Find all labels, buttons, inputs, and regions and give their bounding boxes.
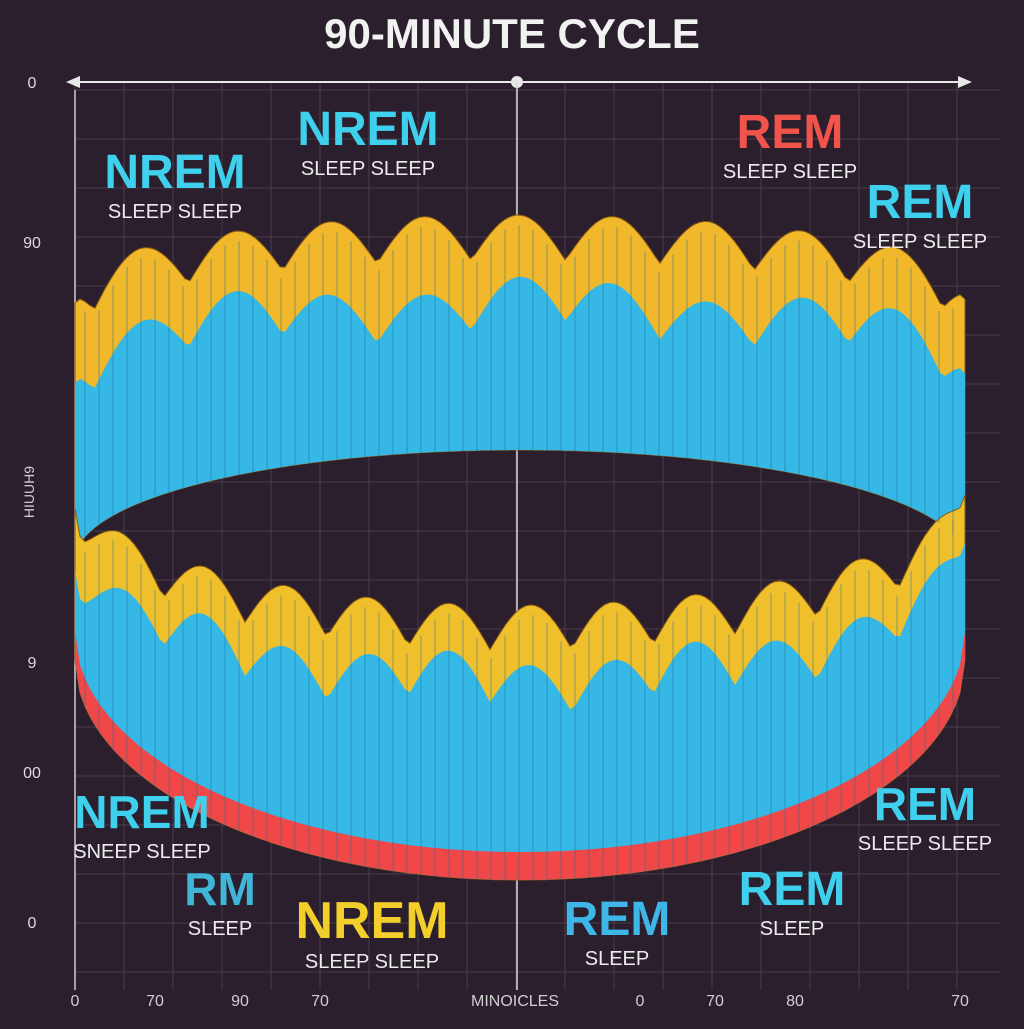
bottom-axis-label: 70 <box>706 993 724 1010</box>
arrow <box>66 76 80 88</box>
label-heading: NREM <box>297 103 438 156</box>
label-heading: REM <box>737 106 844 159</box>
title: 90-MINUTE CYCLE <box>324 10 700 57</box>
bottom-axis-label: MINOICLES <box>471 993 559 1010</box>
left-axis-label: 0 <box>28 75 37 92</box>
label-sub: SLEEP SLEEP <box>305 951 439 973</box>
label-sub: SLEEP SLEEP <box>723 161 857 183</box>
label-heading: REM <box>874 778 976 830</box>
bottom-axis-label: 70 <box>311 993 329 1010</box>
bottom-axis-label: 90 <box>231 993 249 1010</box>
label-heading: REM <box>867 176 974 229</box>
label-sub: SLEEP <box>188 918 252 940</box>
bottom-axis-label: 0 <box>71 993 80 1010</box>
ring <box>74 214 966 881</box>
label-heading: REM <box>739 863 846 916</box>
bottom-axis-label: 70 <box>146 993 164 1010</box>
label-heading: REM <box>564 893 671 946</box>
label-sub: SLEEP SLEEP <box>108 201 242 223</box>
label-sub: SNEEP SLEEP <box>73 841 210 863</box>
left-axis-label: 0 <box>28 915 37 932</box>
label-sub: SLEEP <box>585 948 649 970</box>
left-axis-label: 90 <box>23 235 41 252</box>
left-axis-label: 00 <box>23 765 41 782</box>
label-heading: NREM <box>104 146 245 199</box>
bottom-axis-label: 0 <box>636 993 645 1010</box>
label-sub: SLEEP <box>760 918 824 940</box>
label-heading: NREM <box>74 786 209 838</box>
label-sub: SLEEP SLEEP <box>301 158 435 180</box>
bottom-axis-label: 70 <box>951 993 969 1010</box>
left-axis-label: 9 <box>28 655 37 672</box>
label-sub: SLEEP SLEEP <box>858 833 992 855</box>
label-sub: SLEEP SLEEP <box>853 231 987 253</box>
arrow <box>958 76 972 88</box>
label-heading: RM <box>184 863 256 915</box>
side-label: HIUUH9 <box>21 466 37 518</box>
bottom-axis-label: 80 <box>786 993 804 1010</box>
label-heading: NREM <box>295 892 448 950</box>
